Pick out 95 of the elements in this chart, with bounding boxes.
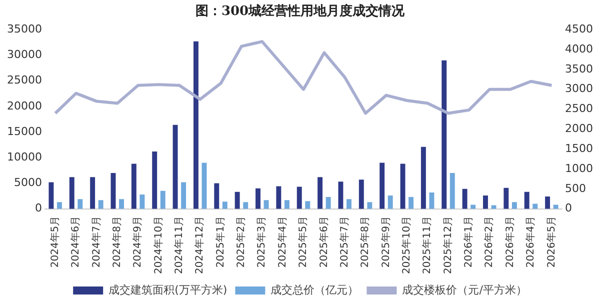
- x-tick-label: 2025年2月: [235, 216, 248, 268]
- y2-tick-label: 1000: [565, 162, 594, 175]
- y2-tick-label: 2500: [565, 102, 594, 116]
- bar: [408, 197, 414, 209]
- x-tick-label: 2026年1月: [462, 216, 475, 268]
- bar: [470, 204, 476, 209]
- y-tick-label: 15000: [6, 124, 42, 138]
- x-tick-label: 2025年9月: [380, 216, 392, 268]
- bar: [545, 196, 550, 209]
- bar: [131, 164, 136, 209]
- y2-tick-label: 1500: [565, 142, 594, 155]
- bar: [256, 188, 260, 209]
- y2-tick-label: 4000: [565, 42, 594, 56]
- x-tick-label: 2025年4月: [276, 216, 288, 268]
- bar: [450, 172, 455, 209]
- x-tick-label: 2025年11月: [421, 216, 434, 274]
- x-tick-label: 2026年4月: [524, 216, 537, 268]
- x-tick-label: 2025年3月: [256, 216, 268, 268]
- bar: [483, 196, 488, 209]
- y2-tick-label: 3000: [565, 82, 594, 96]
- x-tick-label: 2025年7月: [338, 216, 350, 268]
- x-tick-label: 2024年11月: [173, 216, 186, 274]
- x-tick-label: 2025年12月: [442, 216, 454, 274]
- bar: [429, 192, 434, 209]
- bar: [193, 41, 198, 209]
- chart-title: 图：300城经营性用地月度成交情况: [195, 3, 406, 20]
- bar: [380, 162, 385, 209]
- y2-tick-label: 2000: [565, 122, 594, 136]
- bar: [69, 177, 74, 209]
- bar: [420, 146, 426, 209]
- bar: [119, 199, 124, 209]
- y-tick-label: 20000: [6, 99, 42, 112]
- x-tick-label: 2024年8月: [110, 216, 123, 268]
- bar: [318, 177, 323, 209]
- x-tick-label: 2024年7月: [90, 216, 102, 268]
- bar: [388, 196, 393, 209]
- bar: [512, 202, 517, 209]
- y2-tick-label: 500: [565, 182, 586, 195]
- bar: [367, 202, 372, 209]
- bar: [234, 192, 240, 209]
- y-tick-label: 0: [34, 202, 42, 215]
- legend-label: 成交总价（亿元）: [270, 283, 359, 296]
- bar: [98, 200, 104, 209]
- bar: [140, 194, 145, 209]
- bar: [326, 197, 331, 209]
- x-tick-label: 2024年6月: [70, 216, 82, 268]
- bar: [305, 201, 310, 209]
- bar: [181, 182, 186, 209]
- bar: [48, 182, 54, 209]
- bar: [172, 124, 178, 209]
- bar: [524, 192, 530, 209]
- bar: [338, 182, 344, 209]
- bar: [264, 200, 269, 209]
- bar: [284, 200, 290, 209]
- bar: [160, 190, 166, 209]
- x-tick-label: 2026年3月: [504, 216, 516, 268]
- bar: [462, 188, 468, 209]
- x-tick-label: 2024年5月: [48, 216, 61, 268]
- y2-tick-label: 0: [565, 202, 572, 215]
- bar: [56, 202, 62, 209]
- bar: [532, 204, 538, 209]
- x-tick-label: 2025年5月: [297, 216, 310, 268]
- y-tick-label: 25000: [6, 74, 42, 87]
- y-tick-label: 30000: [6, 48, 42, 62]
- x-tick-label: 2025年8月: [359, 216, 372, 268]
- bar: [296, 186, 302, 209]
- bar: [243, 202, 248, 209]
- x-tick-label: 2024年12月: [194, 216, 206, 274]
- y-tick-label: 5000: [14, 176, 42, 190]
- bar: [358, 180, 364, 209]
- x-tick-label: 2026年5月: [545, 216, 558, 268]
- bar: [202, 162, 207, 209]
- x-tick-label: 2024年10月: [152, 216, 164, 274]
- bar: [90, 177, 96, 209]
- bar: [214, 183, 220, 209]
- y-tick-label: 35000: [6, 22, 42, 36]
- bar: [152, 151, 158, 209]
- legend-label: 成交建筑面积(万平方米): [108, 283, 228, 296]
- x-tick-label: 2025年10月: [400, 216, 412, 274]
- x-tick-label: 2025年1月: [214, 216, 226, 268]
- x-tick-label: 2026年2月: [483, 216, 496, 268]
- bar: [442, 60, 447, 209]
- y-tick-label: 10000: [6, 150, 42, 164]
- bar: [110, 172, 116, 209]
- bar: [222, 202, 228, 209]
- bar: [78, 199, 83, 209]
- bar: [346, 199, 352, 209]
- y2-tick-label: 3500: [565, 62, 594, 76]
- x-tick-label: 2024年9月: [132, 216, 144, 268]
- y2-tick-label: 4500: [565, 22, 594, 36]
- bar: [553, 204, 558, 209]
- x-tick-label: 2025年6月: [318, 216, 330, 268]
- legend-label: 成交楼板价（元/平方米）: [402, 283, 527, 296]
- bar: [504, 188, 509, 209]
- bar: [276, 186, 282, 209]
